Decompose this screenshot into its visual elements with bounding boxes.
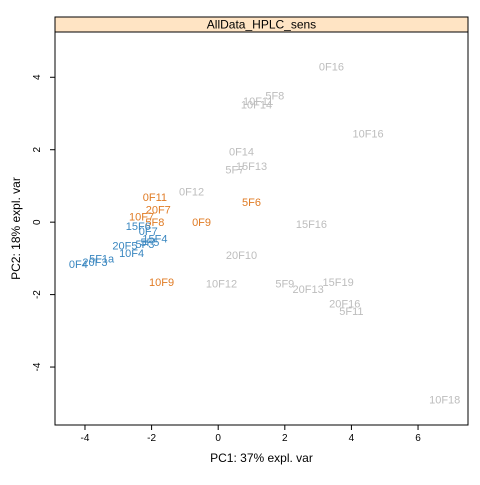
data-point-label: 10F18 bbox=[429, 395, 460, 407]
data-point-label: 20F7 bbox=[146, 204, 171, 216]
y-tick-label: 0 bbox=[32, 219, 43, 225]
y-tick-label: 4 bbox=[32, 74, 43, 80]
data-point-label: 5F7 bbox=[225, 165, 244, 177]
plot-frame bbox=[54, 31, 469, 426]
data-point-label: 20F5 bbox=[112, 241, 137, 253]
data-point-label: 5F1a bbox=[89, 253, 115, 265]
y-tick-label: -2 bbox=[32, 290, 43, 299]
data-point-label: 15F16 bbox=[296, 219, 327, 231]
data-point-label: 15F19 bbox=[323, 277, 354, 289]
data-point-label: 10F12 bbox=[206, 279, 237, 291]
data-point-label: 0F7 bbox=[139, 226, 158, 238]
data-point-label: 5F8 bbox=[145, 217, 164, 229]
data-point-label: 10F7 bbox=[129, 212, 154, 224]
data-point-label: 20F16 bbox=[329, 299, 360, 311]
x-tick-label: 6 bbox=[415, 433, 421, 444]
data-point-label: 0F16 bbox=[319, 61, 344, 73]
data-point-label: 0F14 bbox=[229, 147, 254, 159]
data-point-label: 5F3 bbox=[135, 239, 154, 251]
x-axis-ticks: -4 -2 0 2 4 6 bbox=[81, 425, 421, 444]
x-tick-label: 4 bbox=[349, 433, 355, 444]
data-point-label: 20F3 bbox=[82, 257, 107, 269]
data-point-label: 5F6 bbox=[242, 197, 261, 209]
x-tick-label: 0 bbox=[215, 433, 221, 444]
data-point-label: 10F9 bbox=[149, 277, 174, 289]
data-point-label: 10F14 bbox=[241, 99, 272, 111]
data-point-label: 15F13 bbox=[236, 161, 267, 173]
x-tick-label: 2 bbox=[282, 433, 288, 444]
y-tick-label: 2 bbox=[32, 147, 43, 153]
panel-title: AllData_HPLC_sens bbox=[207, 18, 316, 32]
x-tick-label: -2 bbox=[147, 433, 156, 444]
point-labels: 0F165F810F1110F1410F160F1415F135F70F1215… bbox=[69, 61, 460, 406]
data-point-label: 20F10 bbox=[226, 250, 257, 262]
data-point-label: 0F4 bbox=[69, 259, 88, 271]
data-point-label: 5F5 bbox=[140, 237, 159, 249]
data-point-label: 5F8 bbox=[265, 90, 284, 102]
data-point-label: 5F9 bbox=[275, 279, 294, 291]
data-point-label: 5F11 bbox=[339, 306, 363, 318]
data-point-label: 0F12 bbox=[179, 186, 204, 198]
data-point-label: 10F16 bbox=[352, 128, 383, 140]
data-point-label: 10F11 bbox=[243, 96, 273, 108]
data-point-label: 15F4 bbox=[142, 233, 167, 245]
y-axis-title: PC2: 18% expl. var bbox=[9, 177, 23, 280]
data-point-label: 0F11 bbox=[143, 192, 167, 204]
x-tick-label: -4 bbox=[81, 433, 90, 444]
y-axis-ticks: -4 -2 0 2 4 bbox=[32, 74, 55, 371]
data-point-label: 10F4 bbox=[119, 248, 144, 260]
data-point-label: 15F6 bbox=[126, 221, 151, 233]
data-point-label: 20F13 bbox=[293, 284, 324, 296]
y-tick-label: -4 bbox=[32, 362, 43, 371]
data-point-label: 0F9 bbox=[192, 217, 211, 229]
x-axis-title: PC1: 37% expl. var bbox=[210, 451, 313, 465]
